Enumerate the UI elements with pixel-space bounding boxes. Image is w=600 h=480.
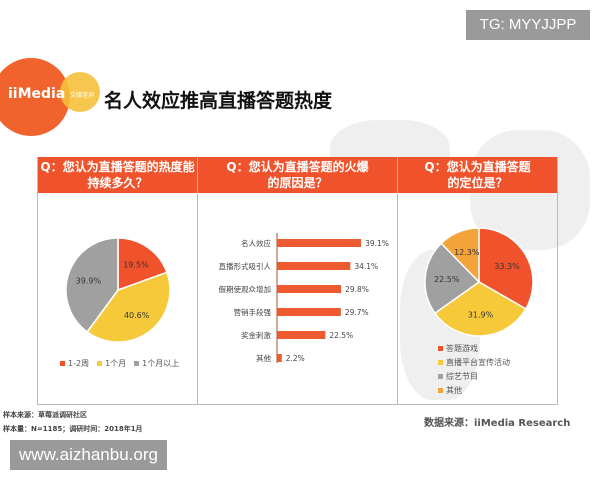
pie-chart-positioning: 33.3% 31.9% 22.5% 12.3% (424, 227, 534, 337)
slice-label: 31.9% (468, 310, 494, 319)
slice-label: 40.6% (124, 311, 150, 320)
page-title: 名人效应推高直播答题热度 (104, 90, 333, 112)
pie-chart-duration: 19.5% 40.6% 39.9% (65, 237, 171, 343)
slice-label: 19.5% (123, 260, 149, 269)
slice-label: 39.9% (76, 276, 102, 285)
bar-category-label: 假期使观众增加 (219, 284, 272, 294)
pie-slice (86, 271, 171, 343)
pie-slice (433, 281, 527, 337)
panel-reasons: Q：您认为直播答题的火爆 的原因是？ 名人效应 39.1% 直播形式吸引人 34.1% 假… (197, 157, 398, 405)
legend-item: 其他 (438, 385, 510, 396)
bar (277, 331, 326, 339)
logo-circle (60, 72, 100, 112)
bar (277, 308, 341, 316)
panel-header: Q：您认为直播答题的热度能 持续多久？ (38, 157, 197, 193)
pie-slice (65, 237, 119, 333)
bar-value-label: 29.7% (345, 308, 369, 317)
bar-category-label: 名人效应 (241, 238, 271, 248)
bar (277, 354, 282, 362)
panel-duration: Q：您认为直播答题的热度能 持续多久？ 19.5% 40.6% 39.9% 1-2周 … (37, 157, 198, 405)
pie-slice (117, 237, 168, 292)
legend: 答题游戏 直播平台宣传活动 综艺节目 其他 (438, 343, 510, 396)
pie-slice (478, 227, 534, 310)
slice-label: 22.5% (434, 275, 460, 284)
sample-source: 样本来源：草莓派调研社区 (3, 411, 87, 419)
bar (277, 262, 351, 270)
logo-sub: 艾媒咨询 (70, 92, 95, 99)
bar (277, 239, 362, 247)
panel-header: Q：您认为直播答题 的定位是？ (398, 157, 557, 193)
slice-label: 12.3% (454, 248, 480, 257)
legend: 1-2周 1个月 1个月以上 (60, 358, 179, 369)
bar-category-label: 直播形式吸引人 (219, 261, 272, 271)
watermark-top: TG: MYYJJPP (466, 10, 590, 40)
logo-text: iiMedia (8, 86, 66, 102)
data-source: 数据来源：iiMedia Research (424, 418, 571, 429)
bar-category-label: 其他 (256, 353, 271, 363)
legend-item: 综艺节目 (438, 371, 510, 382)
legend-item: 答题游戏 (438, 343, 510, 354)
bar-value-label: 29.8% (345, 285, 369, 294)
bar-value-label: 22.5% (329, 331, 353, 340)
panel-positioning: Q：您认为直播答题 的定位是？ 33.3% 31.9% 22.5% 12.3% 答题游戏… (397, 157, 558, 405)
sample-size: 样本量：N=1185；调研时间：2018年1月 (3, 425, 143, 433)
legend-item: 1-2周 (60, 358, 89, 369)
watermark-bottom: www.aizhanbu.org (10, 440, 167, 470)
panel-header: Q：您认为直播答题的火爆 的原因是？ (198, 157, 397, 193)
bar-value-label: 2.2% (286, 354, 305, 363)
legend-item: 1个月以上 (134, 358, 179, 369)
bar (277, 285, 342, 293)
logo (0, 58, 70, 136)
bar-value-label: 34.1% (354, 262, 378, 271)
legend-item: 1个月 (97, 358, 126, 369)
pie-slice (424, 242, 481, 315)
bar-chart-reasons: 名人效应 39.1% 直播形式吸引人 34.1% 假期使观众增加 29.8% 营销手段强 29… (219, 233, 389, 363)
pie-slice (440, 227, 480, 284)
legend-item: 直播平台宣传活动 (438, 357, 510, 368)
bar-value-label: 39.1% (365, 239, 389, 248)
slice-label: 33.3% (494, 262, 520, 271)
bar-category-label: 营销手段强 (234, 307, 272, 317)
bar-category-label: 奖金刺激 (241, 330, 271, 340)
